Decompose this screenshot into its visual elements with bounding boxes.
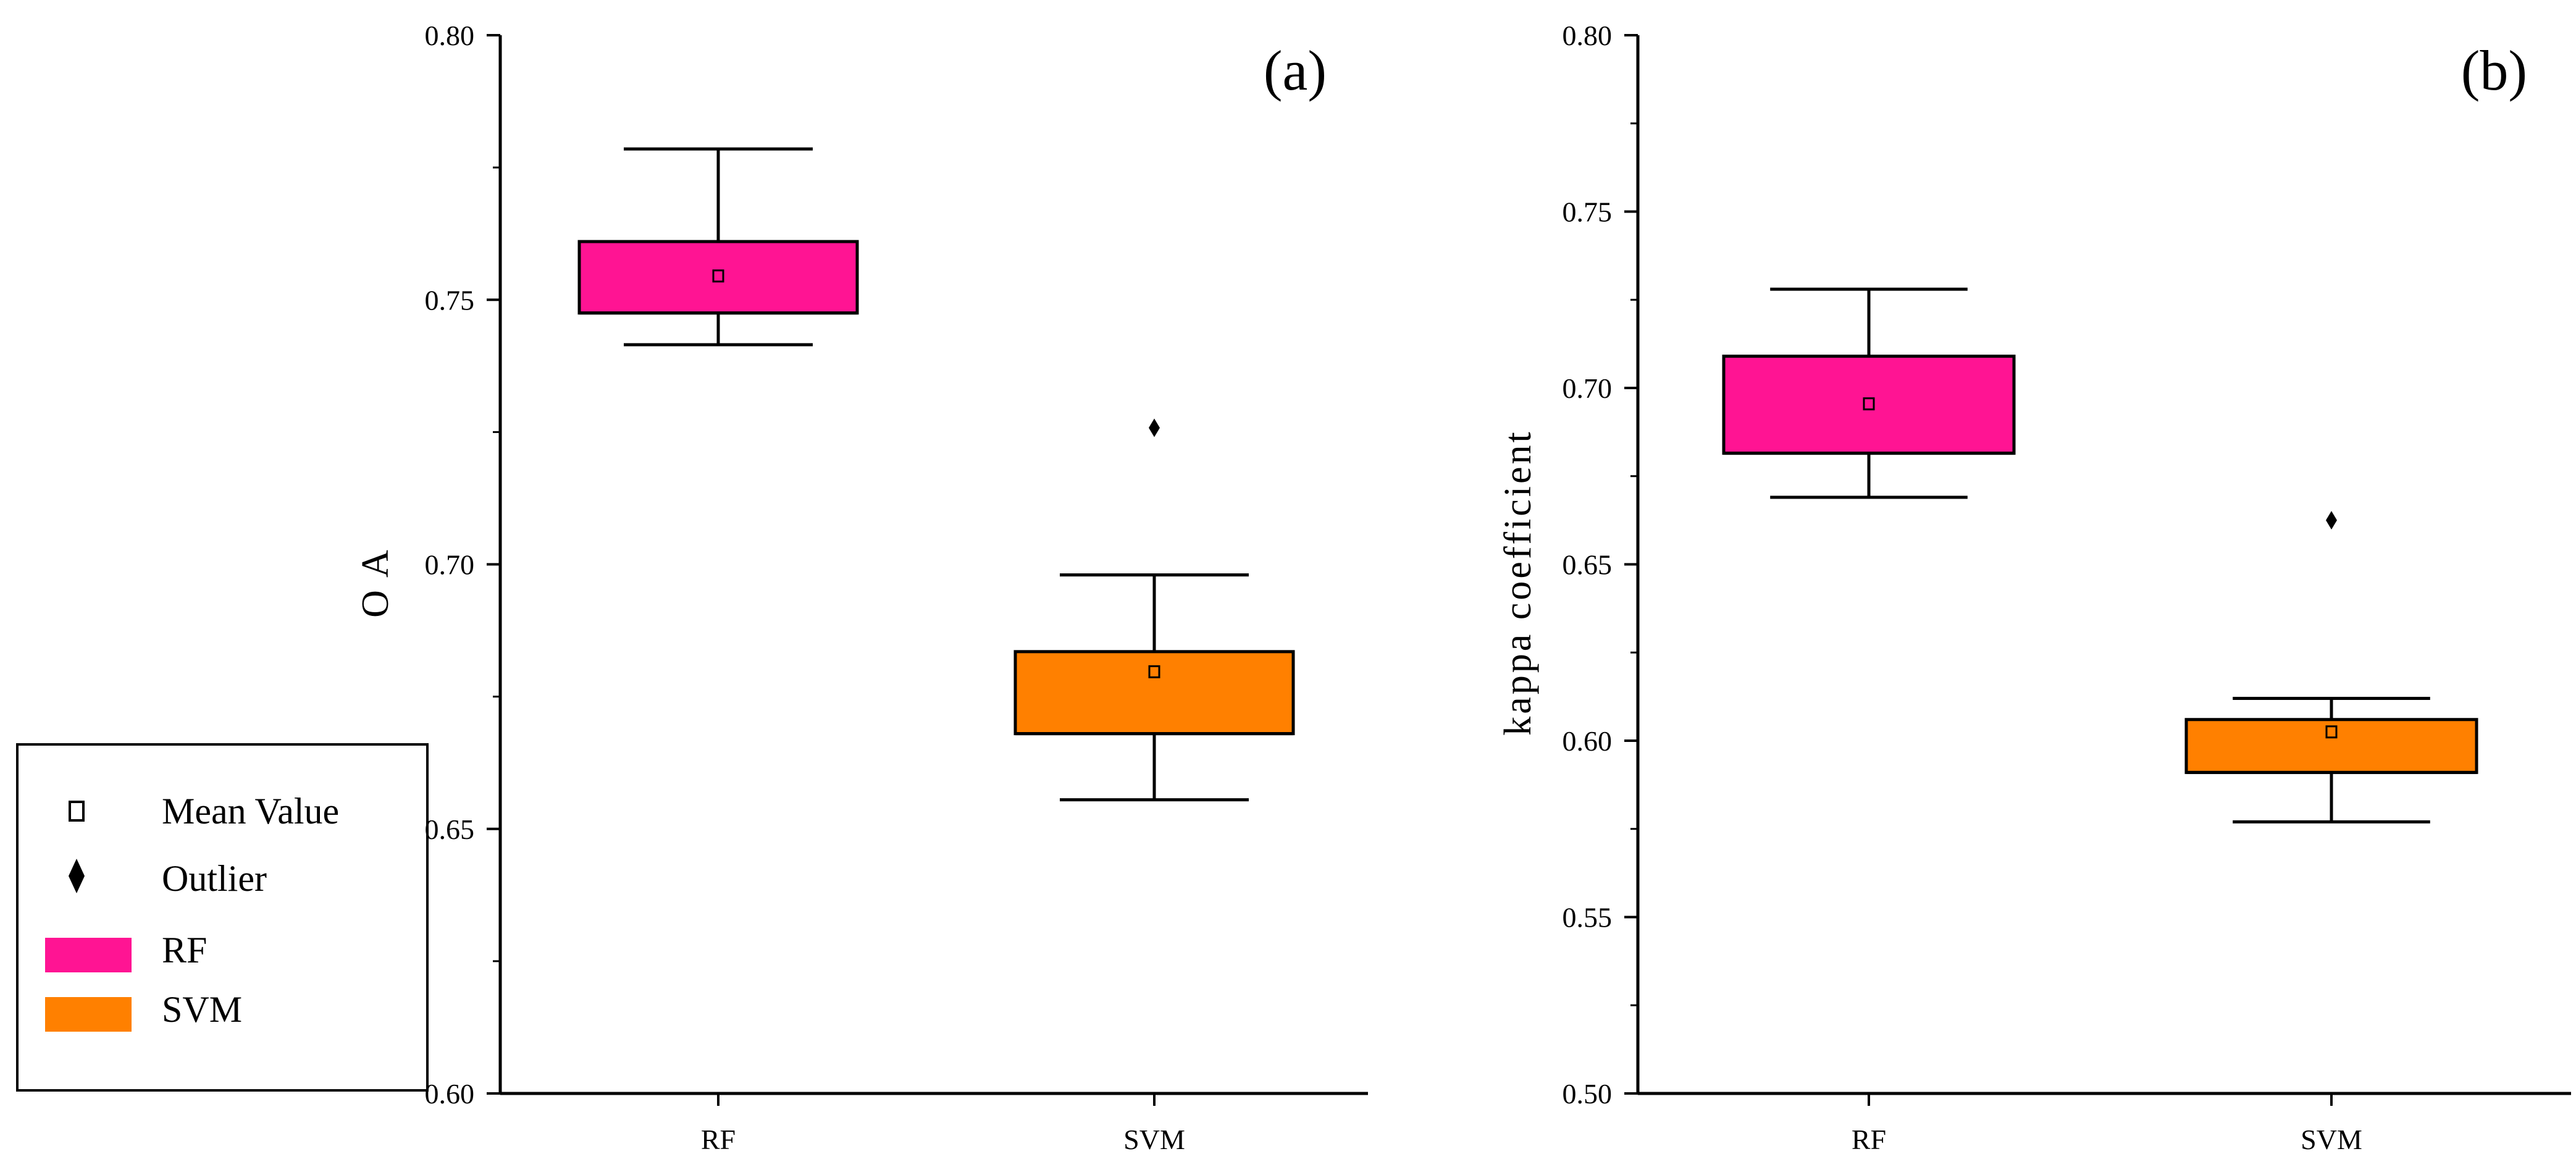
mean-marker [1148, 665, 1160, 678]
legend-svm-label: SVM [162, 989, 242, 1030]
y-tick-label: 0.75 [1563, 196, 1613, 228]
y-tick-label: 0.65 [425, 814, 475, 845]
legend-mean-label: Mean Value [162, 791, 339, 832]
legend-rf-swatch [45, 938, 132, 972]
box-rf [1722, 287, 2016, 499]
panel-a-label: (a) [1264, 39, 1327, 102]
legend-svm-swatch [45, 997, 132, 1032]
panel-a-axes [498, 35, 1368, 1095]
legend-outlier-label: Outlier [162, 858, 267, 899]
y-tick-label: 0.50 [1563, 1078, 1613, 1110]
box-body [1013, 650, 1295, 736]
panel-b-y-axis-title: kappa coefficient [1497, 429, 1539, 735]
x-tick-label: SVM [2301, 1124, 2362, 1155]
mean-marker [1863, 397, 1875, 411]
y-tick-label: 0.75 [425, 284, 475, 316]
mean-marker [712, 269, 724, 283]
y-tick-label: 0.60 [425, 1078, 475, 1110]
mean-marker [2325, 725, 2338, 739]
panel-b-boxes [1722, 287, 2478, 823]
box-body [1722, 355, 2016, 455]
box-svm [1013, 418, 1295, 802]
y-tick-label: 0.80 [425, 20, 475, 51]
outlier-marker [2326, 511, 2337, 530]
y-tick-label: 0.70 [1563, 373, 1613, 404]
box-body [577, 240, 859, 315]
panel-b-axes [1636, 35, 2571, 1095]
panel-a-y-axis-title: O A [355, 547, 396, 618]
panel-b-ticks: 0.50 0.55 0.60 0.65 0.70 0.75 0.80 RF SVM [1563, 20, 2362, 1155]
panel-a-ticks: 0.60 0.65 0.70 0.75 0.80 RF SVM [425, 20, 1185, 1155]
box-svm [2184, 511, 2478, 823]
legend-frame [16, 743, 429, 1092]
y-tick-label: 0.55 [1563, 902, 1613, 933]
panel-a: 0.60 0.65 0.70 0.75 0.80 RF SVM (a) O A [355, 20, 1368, 1155]
legend-mean-marker [69, 801, 85, 822]
legend-outlier-marker [69, 859, 85, 893]
outlier-marker [1149, 418, 1160, 437]
y-tick-label: 0.80 [1563, 20, 1613, 51]
y-tick-label: 0.60 [1563, 725, 1613, 757]
y-tick-label: 0.65 [1563, 549, 1613, 581]
legend-rf-label: RF [162, 930, 207, 971]
y-tick-label: 0.70 [425, 549, 475, 581]
box-rf [577, 147, 859, 347]
panel-b-label: (b) [2461, 39, 2527, 102]
panel-b: 0.50 0.55 0.60 0.65 0.70 0.75 0.80 RF SVM (b) ka… [1497, 20, 2571, 1155]
panel-a-boxes [577, 147, 1295, 802]
legend: Mean Value Outlier RF SVM [16, 743, 429, 1092]
x-tick-label: RF [1852, 1124, 1886, 1155]
box-body [2184, 718, 2478, 774]
x-tick-label: SVM [1123, 1124, 1185, 1155]
x-tick-label: RF [701, 1124, 736, 1155]
